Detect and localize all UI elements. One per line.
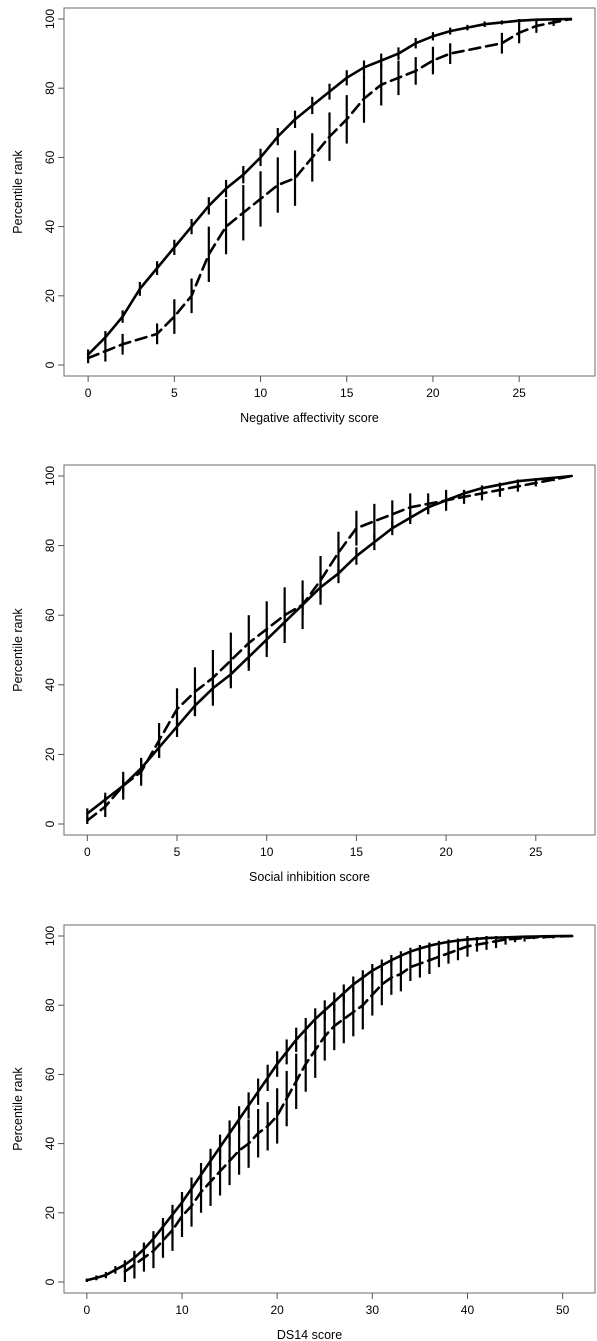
x-tick-label: 10 — [175, 1303, 189, 1317]
y-tick-label: 20 — [43, 747, 57, 761]
series-line-dashed — [86, 17, 573, 360]
y-tick-label: 60 — [43, 608, 57, 622]
x-tick-label: 0 — [84, 845, 91, 859]
y-tick-label: 80 — [43, 998, 57, 1012]
x-tick-label: 30 — [366, 1303, 380, 1317]
y-tick-label: 100 — [43, 9, 57, 29]
x-tick-label: 20 — [439, 845, 453, 859]
x-tick-label: 25 — [512, 386, 526, 400]
x-tick-label: 5 — [171, 386, 178, 400]
y-axis-label: Percentile rank — [11, 608, 25, 692]
series-dashed — [123, 934, 574, 1282]
series-dashed — [86, 474, 573, 824]
x-tick-label: 0 — [83, 1303, 90, 1317]
y-tick-label: 80 — [43, 81, 57, 95]
series-solid — [85, 934, 574, 1282]
y-tick-label: 20 — [43, 289, 57, 303]
x-axis-label: DS14 score — [277, 1328, 342, 1341]
chart-panel-1: 0 5 10 15 20 25 0 20 40 60 80 100 Negative affectivi… — [11, 7, 596, 425]
x-tick-label: 20 — [270, 1303, 284, 1317]
x-tick-label: 0 — [85, 386, 92, 400]
y-tick-label: 60 — [43, 150, 57, 164]
x-tick-label: 15 — [350, 845, 364, 859]
series-solid — [86, 17, 573, 360]
plot-frame — [63, 924, 596, 1294]
x-tick-label: 50 — [556, 1303, 570, 1317]
x-tick-label: 15 — [340, 386, 354, 400]
x-tick-label: 25 — [529, 845, 543, 859]
x-tick-label: 40 — [461, 1303, 475, 1317]
y-tick-label: 60 — [43, 1067, 57, 1081]
y-tick-label: 0 — [43, 361, 57, 368]
y-tick-label: 40 — [43, 1137, 57, 1151]
x-tick-label: 10 — [254, 386, 268, 400]
x-axis-label: Negative affectivity score — [240, 411, 379, 425]
y-tick-label: 20 — [43, 1206, 57, 1220]
x-tick-label: 20 — [426, 386, 440, 400]
chart-panel-3: 0 10 20 30 40 50 0 20 40 60 80 100 DS14 score Percent… — [11, 924, 596, 1341]
x-tick-label: 5 — [174, 845, 181, 859]
y-tick-label: 0 — [43, 1278, 57, 1285]
y-tick-label: 80 — [43, 539, 57, 553]
series-line-solid — [86, 474, 573, 815]
y-tick-label: 100 — [43, 466, 57, 486]
series-line-dashed — [123, 934, 574, 1273]
x-axis-label: Social inhibition score — [249, 870, 370, 884]
series-line-solid — [85, 934, 574, 1282]
series-dashed — [86, 17, 573, 364]
plot-frame — [63, 464, 596, 836]
x-tick-label: 10 — [260, 845, 274, 859]
y-tick-label: 100 — [43, 926, 57, 946]
chart-panel-2: 0 5 10 15 20 25 0 20 40 60 80 100 Social inhibition … — [11, 464, 596, 884]
y-tick-label: 0 — [43, 820, 57, 827]
plot-frame — [63, 7, 596, 377]
y-tick-label: 40 — [43, 678, 57, 692]
y-axis-label: Percentile rank — [11, 150, 25, 234]
y-axis-label: Percentile rank — [11, 1067, 25, 1151]
series-line-dashed — [86, 474, 573, 822]
series-solid — [86, 474, 573, 819]
series-line-solid — [86, 17, 573, 356]
y-tick-label: 40 — [43, 220, 57, 234]
